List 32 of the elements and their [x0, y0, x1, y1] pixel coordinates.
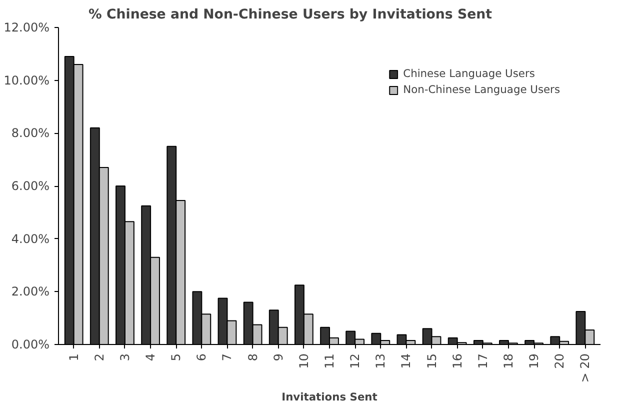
x-tick-label: 13 — [374, 353, 388, 369]
x-tick-label: > 20 — [578, 354, 592, 383]
x-tick-label: 2 — [92, 353, 106, 362]
x-tick-label: 1 — [66, 353, 81, 362]
y-tick-label: 10.00% — [4, 73, 50, 88]
x-tick-label: 20 — [552, 353, 567, 369]
x-tick-label: 3 — [118, 353, 132, 362]
x-tick-label: 4 — [144, 353, 158, 362]
x-tick-label: 14 — [399, 353, 414, 369]
x-tick-label: 17 — [476, 353, 490, 369]
chart-title: % Chinese and Non-Chinese Users by Invitations Sent — [88, 8, 493, 22]
x-tick-label: 8 — [246, 353, 260, 362]
y-tick-label: 0.00% — [11, 338, 50, 352]
legend-label: Non-Chinese Language Users — [403, 83, 560, 96]
y-tick-label: 2.00% — [11, 284, 50, 299]
x-tick-label: 19 — [527, 353, 542, 369]
x-tick-label: 18 — [501, 353, 516, 369]
legend-label: Chinese Language Users — [403, 67, 535, 80]
x-tick-label: 10 — [296, 353, 311, 369]
x-tick-label: 9 — [271, 353, 286, 362]
x-tick-label: 6 — [194, 353, 209, 362]
x-tick-label: 12 — [348, 353, 362, 369]
x-tick-label: 16 — [450, 353, 464, 369]
x-tick-label: 11 — [322, 353, 336, 369]
x-tick-label: 15 — [424, 353, 439, 369]
x-tick-label: 7 — [220, 353, 234, 362]
y-tick-label: 12.00% — [4, 20, 50, 34]
y-tick-label: 6.00% — [11, 179, 50, 193]
x-tick-label: 5 — [169, 353, 184, 362]
y-tick-label: 4.00% — [11, 232, 50, 246]
x-axis-title: Invitations Sent — [282, 390, 378, 404]
y-tick-label: 8.00% — [11, 126, 50, 140]
